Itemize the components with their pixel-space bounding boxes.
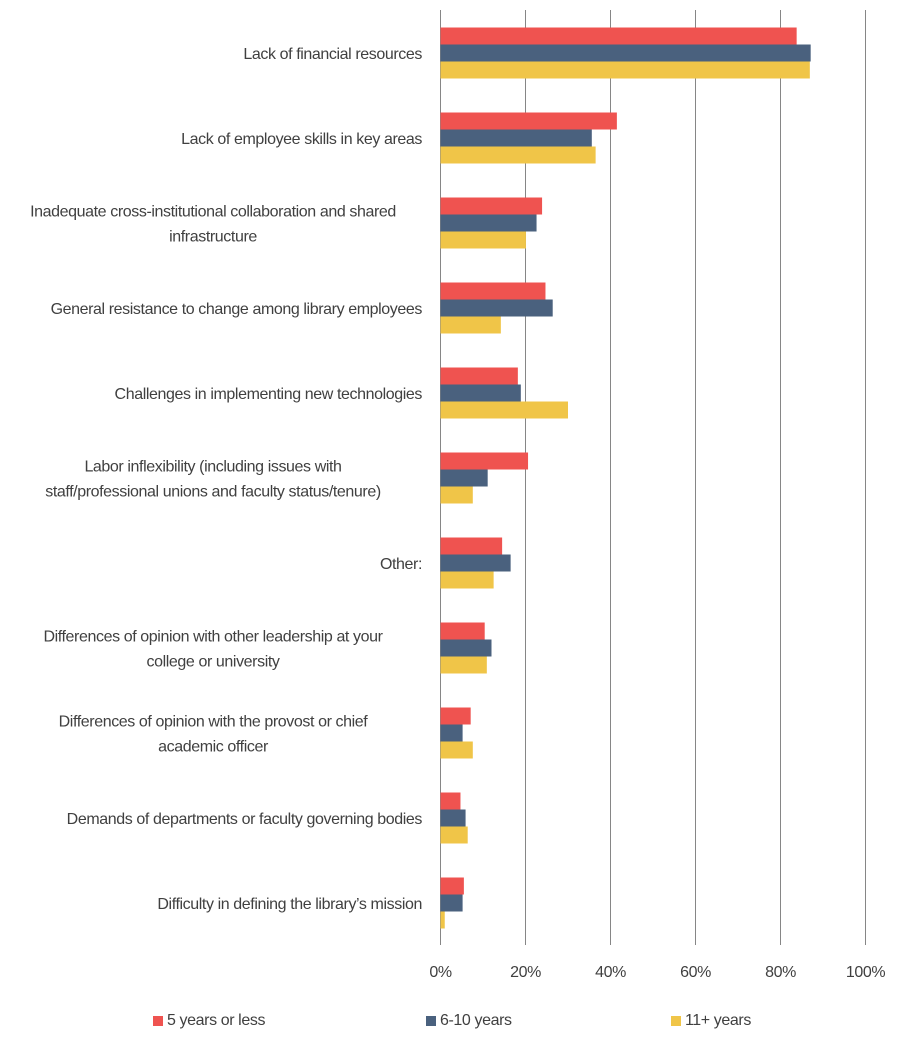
bar-6-10-years-7: [440, 639, 492, 657]
x-tick-label: 80%: [765, 964, 796, 981]
category-label: Inadequate cross-institutional collabora…: [30, 204, 396, 246]
bar-11-years-6: [440, 571, 494, 589]
legend: 5 years or less 6-10 years 11+ years: [0, 1012, 900, 1034]
bar-5-years-or-less-9: [440, 792, 461, 810]
category-label: Other:: [380, 556, 422, 573]
category-label: Challenges in implementing new technolog…: [115, 386, 423, 403]
category-label: Lack of employee skills in key areas: [181, 131, 422, 148]
category-label: Demands of departments or faculty govern…: [67, 811, 423, 828]
bar-6-10-years-4: [440, 384, 521, 402]
bar-11-years-3: [440, 316, 501, 334]
bar-5-years-or-less-6: [440, 537, 503, 555]
category-labels: Lack of financial resources Lack of emplo…: [30, 46, 423, 913]
bar-6-10-years-5: [440, 469, 488, 487]
bar-6-10-years-6: [440, 554, 511, 572]
category-label: Differences of opinion with the provost …: [59, 714, 369, 756]
bar-6-10-years-10: [440, 894, 463, 912]
legend-swatch: [153, 1016, 163, 1026]
bar-11-years-10: [440, 911, 445, 929]
category-label: Differences of opinion with other leader…: [43, 629, 383, 671]
x-tick-label: 0%: [429, 964, 451, 981]
legend-label: 11+ years: [685, 1012, 751, 1029]
bar-6-10-years-2: [440, 214, 537, 232]
legend-label: 6-10 years: [440, 1012, 512, 1029]
legend-label: 5 years or less: [167, 1012, 266, 1029]
bar-6-10-years-8: [440, 724, 463, 742]
bar-11-years-8: [440, 741, 473, 759]
category-label: Labor inflexibility (including issues wi…: [45, 459, 381, 501]
bars: [440, 27, 811, 929]
bar-5-years-or-less-0: [440, 27, 797, 45]
bar-11-years-9: [440, 826, 468, 844]
bar-5-years-or-less-4: [440, 367, 518, 385]
gridlines: [440, 10, 866, 945]
bar-6-10-years-9: [440, 809, 466, 827]
legend-item-6-10-years: 6-10 years: [426, 1012, 512, 1030]
bar-11-years-1: [440, 146, 596, 164]
category-label: General resistance to change among libra…: [51, 301, 423, 318]
bar-chart: Lack of financial resources Lack of emplo…: [30, 10, 886, 981]
legend-item-5-years-or-less: 5 years or less: [153, 1012, 265, 1030]
bar-5-years-or-less-5: [440, 452, 529, 470]
bar-5-years-or-less-3: [440, 282, 546, 300]
bar-11-years-7: [440, 656, 487, 674]
bar-6-10-years-3: [440, 299, 553, 317]
bar-6-10-years-0: [440, 44, 811, 62]
x-tick-label: 40%: [595, 964, 626, 981]
legend-swatch: [671, 1016, 681, 1026]
legend-swatch: [426, 1016, 436, 1026]
bar-5-years-or-less-1: [440, 112, 617, 130]
bar-6-10-years-1: [440, 129, 592, 147]
bar-11-years-0: [440, 61, 810, 79]
bar-11-years-2: [440, 231, 526, 249]
x-tick-label: 20%: [510, 964, 541, 981]
x-tick-label: 100%: [846, 964, 885, 981]
legend-item-11-plus-years: 11+ years: [671, 1012, 751, 1030]
bar-5-years-or-less-10: [440, 877, 464, 895]
bar-5-years-or-less-7: [440, 622, 485, 640]
x-tick-labels: 0% 20% 40% 60% 80% 100%: [429, 964, 885, 981]
bar-11-years-5: [440, 486, 473, 504]
category-label: Difficulty in defining the library’s mis…: [157, 896, 422, 913]
bar-5-years-or-less-2: [440, 197, 543, 215]
x-tick-label: 60%: [680, 964, 711, 981]
category-label: Lack of financial resources: [243, 46, 422, 63]
bar-5-years-or-less-8: [440, 707, 471, 725]
bar-11-years-4: [440, 401, 568, 419]
